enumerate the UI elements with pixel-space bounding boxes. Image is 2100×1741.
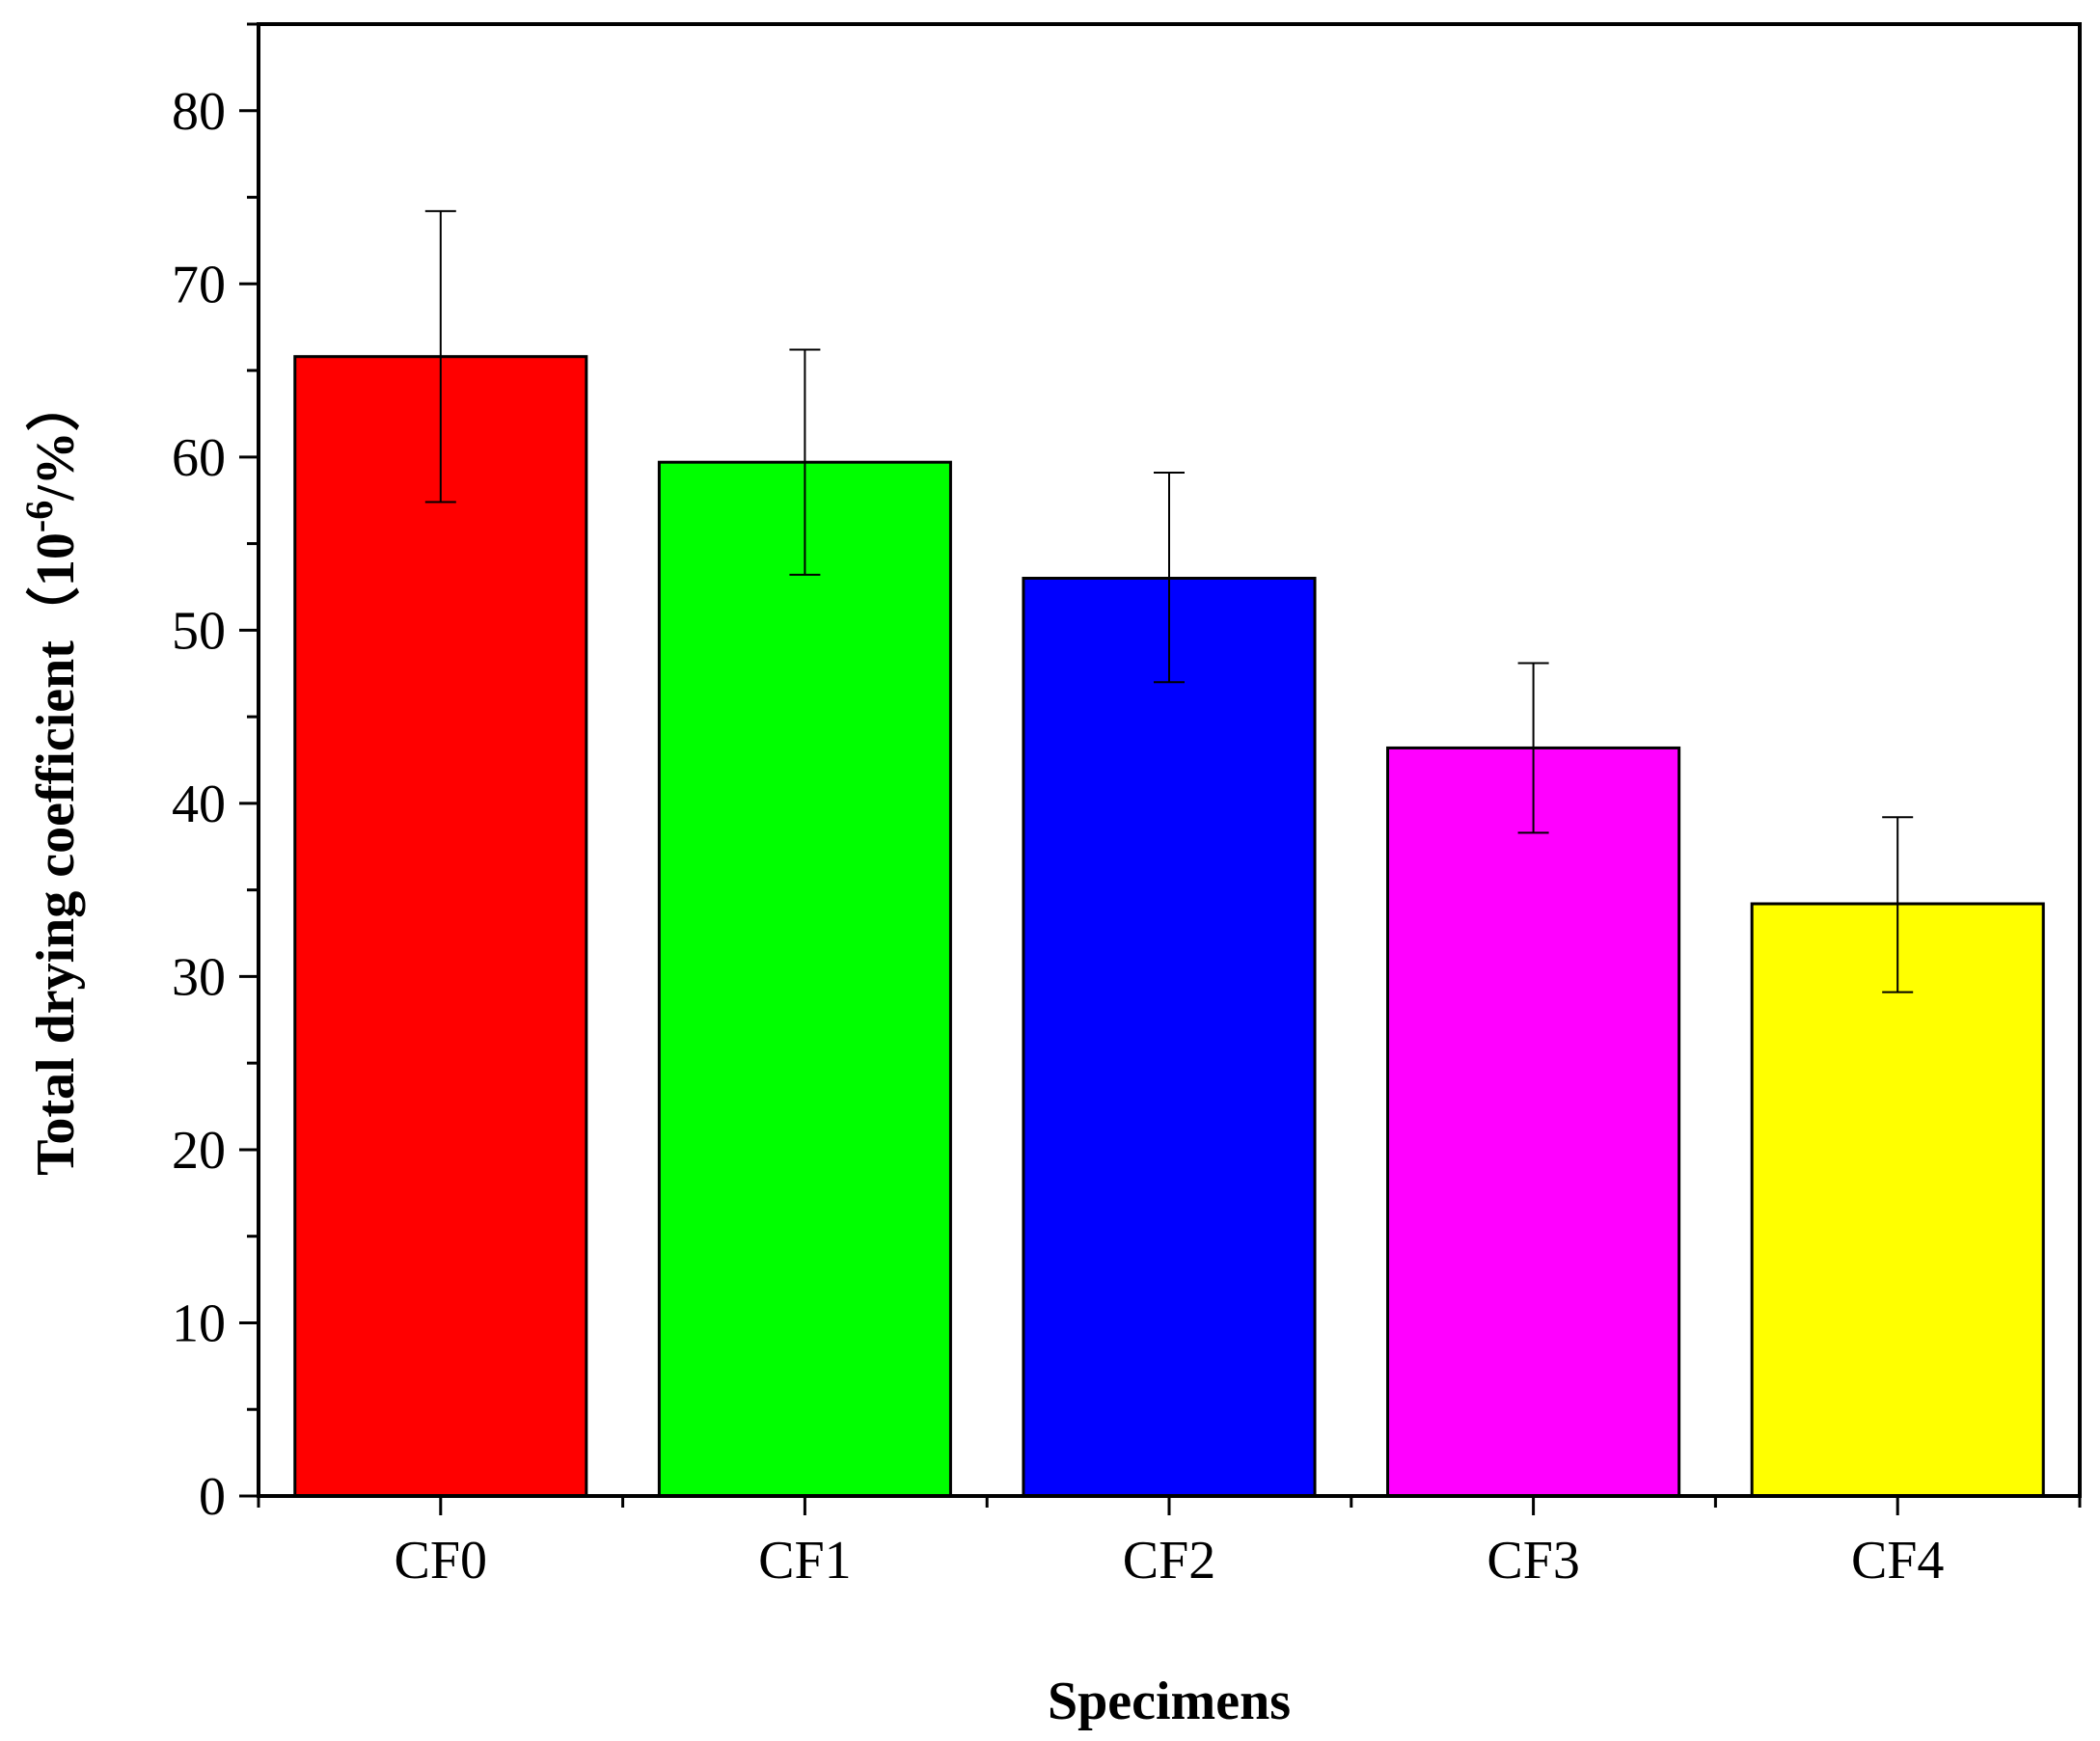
bar-cf3 (1386, 746, 1681, 1498)
y-tick-label-0: 0 (199, 1467, 226, 1527)
x-tick-label-cf1: CF1 (758, 1531, 852, 1591)
x-tick-label-cf3: CF3 (1486, 1531, 1580, 1591)
x-tick-label-cf0: CF0 (395, 1531, 488, 1591)
y-tick-label-60: 60 (172, 428, 226, 488)
y-axis-title-main: Total drying coefficient（ (25, 586, 86, 1176)
x-tick-label-cf2: CF2 (1123, 1531, 1216, 1591)
error-bars-layer (424, 209, 1914, 993)
x-tick-label-cf4: CF4 (1851, 1531, 1945, 1591)
bar-cf0 (293, 355, 588, 1498)
y-tick-label-20: 20 (172, 1121, 226, 1181)
x-axis-title: Specimens (1048, 1672, 1291, 1731)
y-tick-label-80: 80 (172, 82, 226, 142)
y-axis-title-exponent: -6 (17, 501, 61, 532)
error-bar-cf3 (1517, 662, 1549, 834)
bar-cf2 (1022, 576, 1317, 1498)
bar-cf1 (657, 460, 952, 1498)
error-bar-cf4 (1882, 816, 1914, 993)
bar-cf4 (1750, 902, 2045, 1498)
y-axis-title-base: 10 (26, 532, 86, 586)
error-bar-cf0 (424, 209, 456, 503)
y-tick-label-10: 10 (172, 1293, 226, 1353)
error-bar-cf1 (789, 348, 821, 576)
y-axis-title: Total drying coefficient（10-6/%） (17, 377, 86, 1176)
y-tick-label-30: 30 (172, 947, 226, 1007)
y-axis: 0 10 20 30 40 50 60 70 80 (172, 22, 259, 1527)
x-axis: CF0 CF1 CF2 CF3 CF4 (257, 1496, 2082, 1591)
y-tick-label-50: 50 (172, 601, 226, 661)
y-tick-label-70: 70 (172, 255, 226, 314)
error-bar-cf2 (1154, 471, 1185, 684)
y-axis-title-unit: /%） (25, 377, 86, 502)
y-tick-label-40: 40 (172, 775, 226, 834)
